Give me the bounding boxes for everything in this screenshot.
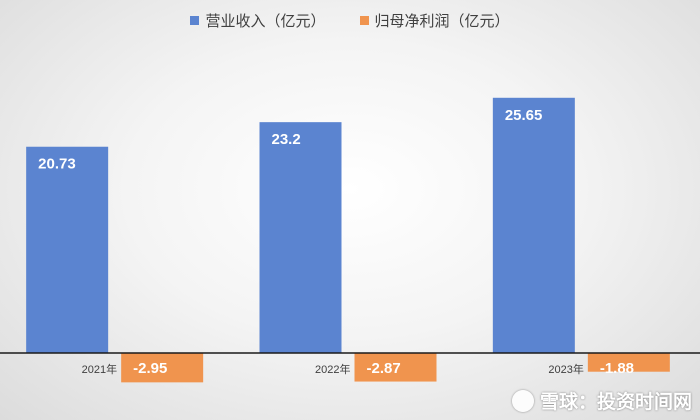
- revenue-bar-3: [492, 97, 575, 353]
- net-profit-bar-3: [587, 353, 670, 372]
- chart-legend: 营业收入（亿元） 归母净利润（亿元）: [0, 10, 700, 31]
- revenue-bar-1: [26, 146, 109, 353]
- snowball-logo-icon: [511, 389, 534, 412]
- x-tick-label-2: 2022年: [315, 362, 350, 376]
- legend-label-revenue: 营业收入（亿元）: [205, 13, 326, 30]
- net-profit-data-label-1: -2.95: [133, 360, 167, 377]
- net-profit-bar-2: [354, 353, 437, 382]
- net-profit-bar-1: [121, 353, 204, 383]
- x-tick-label-3: 2023年: [548, 362, 583, 376]
- legend-label-net-profit: 归母净利润（亿元）: [374, 13, 510, 30]
- x-tick-label-1: 2021年: [82, 362, 117, 376]
- legend-swatch-net-profit: [359, 16, 369, 25]
- watermark: 雪球：投资时间网: [511, 387, 692, 414]
- legend-item-revenue: 营业收入（亿元）: [190, 10, 326, 31]
- watermark-text: 雪球：投资时间网: [539, 392, 692, 413]
- legend-item-net-profit: 归母净利润（亿元）: [359, 10, 510, 31]
- net-profit-data-label-2: -2.87: [367, 360, 401, 377]
- revenue-data-label-1: 20.73: [38, 156, 76, 173]
- legend-swatch-revenue: [190, 16, 200, 25]
- revenue-bar-2: [259, 122, 342, 353]
- revenue-data-label-3: 25.65: [505, 107, 543, 124]
- net-profit-data-label-3: -1.88: [600, 360, 634, 377]
- revenue-data-label-2: 23.2: [272, 131, 301, 148]
